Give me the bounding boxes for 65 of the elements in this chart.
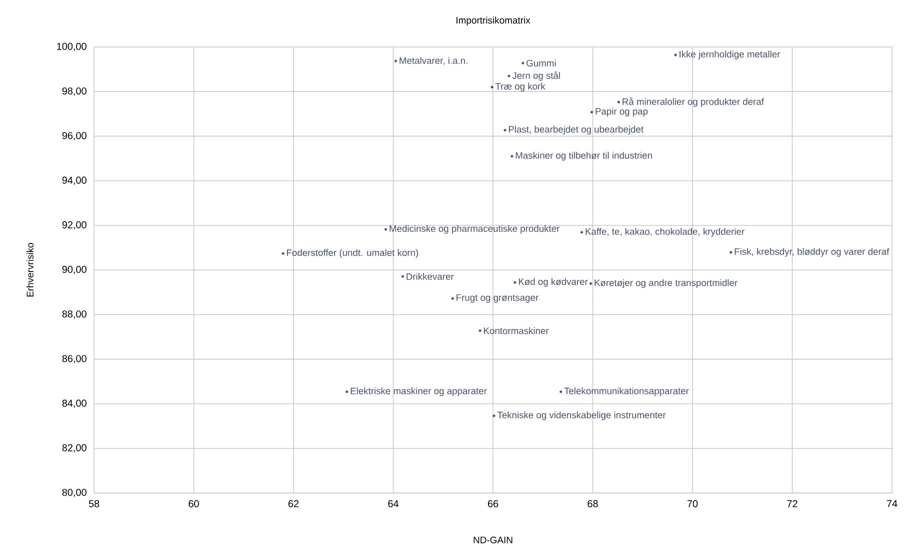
data-label: Drikkevarer <box>406 273 454 280</box>
y-tick-label: 88,00 <box>62 310 86 319</box>
point <box>514 281 516 284</box>
x-tick-label: 64 <box>388 500 399 508</box>
chart-title: Importrisikomatrix <box>456 16 530 26</box>
point <box>560 390 562 394</box>
point <box>492 414 496 418</box>
point <box>282 252 284 255</box>
data-label: Elektriske maskiner og apparater <box>350 387 487 396</box>
point <box>384 228 388 231</box>
point <box>508 74 510 78</box>
point <box>478 329 482 332</box>
y-tick-label: 84,00 <box>62 400 86 408</box>
data-label: Tekniske og videnskabelige instrumenter <box>497 411 666 420</box>
data-label: Frugt og grøntsager <box>456 294 538 303</box>
x-axis-title: ND-GAIN <box>474 536 512 544</box>
data-label: Ikke jernholdige metaller <box>680 50 780 60</box>
data-label: Metalvarer, i.a.n. <box>400 57 468 66</box>
point <box>590 110 594 114</box>
data-label: Foderstoffer (undt. umalet korn) <box>287 249 418 258</box>
x-tick-label: 74 <box>886 500 898 508</box>
point <box>490 86 494 88</box>
point <box>510 154 514 158</box>
point <box>589 282 592 285</box>
x-tick-label: 60 <box>188 500 199 508</box>
data-label: Medicinske og pharmaceutiske produkter <box>390 225 560 234</box>
data-label: Kaffe, te, kakao, chokolade, krydderier <box>586 228 744 237</box>
data-label: Jern og stål <box>512 71 560 81</box>
x-tick-label: 62 <box>288 500 299 508</box>
data-label: Maskiner og tilbehør til industrien <box>516 152 652 161</box>
x-tick-label: 72 <box>787 500 798 508</box>
point <box>617 100 620 104</box>
data-label: Rå mineralolier og produkter deraf <box>622 97 764 107</box>
x-tick-label: 70 <box>687 500 698 508</box>
y-tick-label: 94,00 <box>62 176 86 185</box>
point <box>394 60 398 62</box>
y-tick-label: 80,00 <box>62 488 86 498</box>
y-tick-label: 98,00 <box>62 87 86 96</box>
data-label: Kød og kødvarer <box>518 278 588 287</box>
x-tick-label: 66 <box>488 500 498 508</box>
y-tick-label: 100,00 <box>57 42 86 52</box>
data-label: Gummi <box>526 60 556 66</box>
data-label: Køretøjer og andre transportmidler <box>594 279 738 288</box>
y-tick-label: 92,00 <box>62 221 86 230</box>
data-label: Telekommunikationsapparater <box>564 387 689 396</box>
point <box>522 62 524 64</box>
x-tick-label: 68 <box>588 500 598 508</box>
point <box>674 54 677 56</box>
data-label: Kontormaskiner <box>484 327 549 334</box>
data-label: Træ og kork <box>495 82 546 92</box>
point <box>504 128 506 132</box>
point <box>401 275 404 278</box>
y-axis-title: Erhvervrisiko <box>26 243 34 297</box>
y-tick-label: 86,00 <box>62 355 86 364</box>
point <box>346 390 348 394</box>
data-label: Fisk, krebsdyr, bløddyr og varer deraf <box>734 248 890 257</box>
y-tick-label: 82,00 <box>62 444 86 453</box>
y-tick-label: 96,00 <box>62 132 86 140</box>
point <box>730 251 732 254</box>
data-label: Papir og pap <box>596 108 648 116</box>
point <box>451 297 454 300</box>
y-tick-label: 90,00 <box>62 266 86 274</box>
x-tick-label: 58 <box>88 500 100 508</box>
point <box>580 231 584 234</box>
data-label: Plast, bearbejdet og ubearbejdet <box>508 126 644 135</box>
